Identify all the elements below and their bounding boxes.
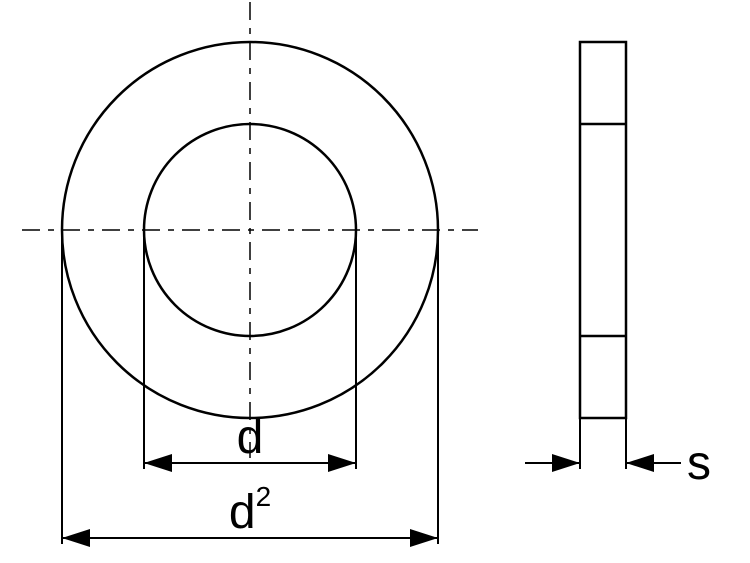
dimension-s: s <box>525 418 711 490</box>
washer-technical-drawing: d d2 s <box>0 0 750 563</box>
label-s: s <box>687 437 711 490</box>
side-view <box>580 42 626 418</box>
front-view <box>22 2 478 458</box>
side-outline <box>580 42 626 418</box>
label-d: d <box>237 411 264 464</box>
label-d2: d2 <box>229 481 271 539</box>
